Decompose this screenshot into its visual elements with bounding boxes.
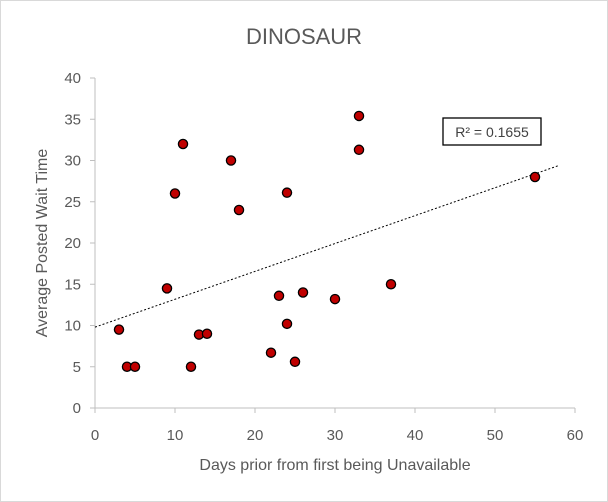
y-tick-label: 40	[64, 70, 81, 87]
data-point	[273, 290, 285, 302]
data-point	[353, 144, 365, 156]
axes	[90, 77, 576, 413]
x-axis-label: Days prior from first being Unavailable	[199, 457, 470, 474]
y-tick-label: 25	[64, 194, 81, 211]
data-point	[233, 204, 245, 216]
data-points	[113, 110, 541, 372]
data-point	[385, 278, 397, 290]
x-tick-label: 50	[487, 427, 504, 444]
r2-annotation: R² = 0.1655	[442, 117, 542, 146]
data-point	[113, 324, 125, 335]
data-point	[329, 293, 341, 305]
y-tick-label: 15	[64, 276, 81, 293]
data-point	[265, 347, 277, 358]
trendline-path	[94, 164, 560, 328]
data-point	[185, 361, 197, 372]
data-point	[161, 283, 173, 294]
x-tick-label: 10	[167, 427, 184, 444]
y-tick-label: 30	[64, 153, 81, 170]
data-point	[177, 138, 189, 150]
chart-title: DINOSAUR	[246, 24, 362, 49]
data-point	[281, 187, 293, 198]
r2-annotation-text: R² = 0.1655	[455, 124, 529, 140]
data-point	[201, 328, 213, 339]
x-tick-label: 60	[567, 427, 584, 444]
data-point	[289, 356, 301, 368]
r2-annotation-box	[442, 117, 542, 146]
x-tick-label: 0	[91, 427, 99, 444]
data-point	[281, 318, 293, 330]
data-point	[129, 361, 141, 372]
data-point	[529, 171, 541, 183]
y-axis-label: Average Posted Wait Time	[34, 149, 51, 338]
trendline	[94, 164, 560, 328]
y-tick-label: 5	[73, 359, 81, 376]
y-tick-label: 20	[64, 235, 81, 252]
y-tick-label: 0	[73, 400, 81, 417]
tick-labels: 0 5 10 15 20 25 30 35 40 0 10 20 30 40 50 60	[64, 70, 583, 444]
data-point	[225, 155, 237, 166]
y-tick-label: 10	[64, 318, 81, 335]
y-tick-label: 35	[64, 111, 81, 128]
x-tick-label: 40	[407, 427, 424, 444]
x-tick-label: 20	[247, 427, 264, 444]
x-tick-label: 30	[327, 427, 344, 444]
data-point	[353, 110, 365, 122]
data-point	[297, 287, 309, 298]
data-point	[169, 188, 181, 199]
